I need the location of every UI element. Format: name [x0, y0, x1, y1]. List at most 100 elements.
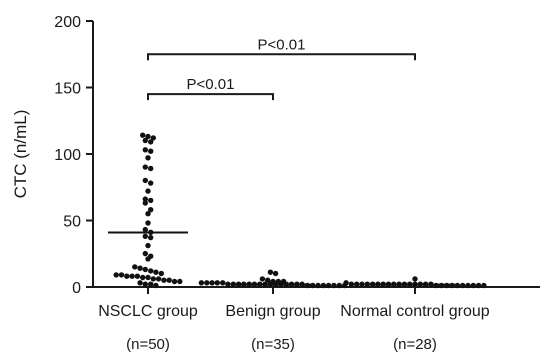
data-point: [142, 147, 148, 153]
data-point: [145, 220, 151, 226]
data-point: [369, 281, 376, 287]
mean-lines: [108, 231, 455, 286]
data-point: [220, 280, 226, 286]
data-point: [198, 280, 205, 286]
data-point: [320, 282, 327, 289]
data-point: [142, 266, 148, 273]
data-point: [454, 282, 461, 289]
data-point: [270, 278, 276, 285]
data-point: [113, 272, 119, 278]
data-point: [145, 188, 151, 194]
data-point: [331, 282, 337, 289]
data-point: [148, 139, 154, 145]
data-point: [129, 273, 135, 279]
data-point: [204, 280, 210, 286]
data-point: [148, 253, 154, 259]
data-point: [137, 280, 143, 286]
data-point: [148, 268, 154, 274]
data-point: [272, 270, 279, 277]
x-tick-label: Normal control group: [340, 303, 490, 320]
data-point: [142, 200, 148, 206]
data-point: [142, 250, 148, 257]
x-tick-label: NSCLC group: [98, 303, 198, 320]
significance-bracket: [147, 53, 416, 61]
data-point: [161, 277, 167, 283]
data-point: [148, 281, 154, 287]
data-point: [140, 132, 146, 138]
data-point: [214, 280, 220, 286]
data-point: [275, 278, 281, 285]
data-point: [145, 155, 151, 161]
y-tick-label: 150: [54, 81, 81, 98]
data-points: [113, 132, 487, 289]
data-point: [280, 278, 287, 285]
significance-annotations: P<0.01 P<0.01: [147, 36, 416, 101]
data-point: [142, 233, 148, 239]
data-point: [137, 265, 143, 271]
data-point: [145, 274, 151, 281]
data-point: [148, 234, 154, 241]
data-point: [148, 207, 154, 213]
data-point: [134, 273, 141, 279]
group-count-label: (n=28): [393, 336, 437, 352]
data-point: [118, 272, 125, 278]
data-point: [412, 276, 418, 282]
data-point: [325, 282, 332, 289]
axes: 0 50 100 150 200 NSCLC group (n=50) Benign grou…: [54, 14, 540, 352]
data-point: [475, 282, 482, 289]
data-point: [148, 180, 154, 186]
data-point: [153, 269, 159, 275]
data-point: [359, 281, 365, 287]
data-point: [142, 281, 148, 287]
data-point: [470, 282, 476, 289]
data-point: [132, 264, 138, 270]
p-value-label: P<0.01: [258, 36, 306, 53]
data-point: [343, 280, 349, 286]
data-point: [481, 282, 487, 289]
data-point: [171, 278, 178, 285]
data-point: [153, 282, 159, 289]
data-point: [259, 276, 266, 282]
data-point: [177, 278, 183, 285]
data-point: [155, 276, 162, 282]
y-tick-label: 100: [54, 147, 81, 164]
data-point: [142, 226, 148, 233]
data-point: [267, 269, 274, 275]
data-point: [142, 196, 148, 202]
x-tick-label: Benign group: [225, 303, 320, 320]
data-point: [158, 270, 164, 277]
data-point: [209, 280, 215, 286]
y-tick-label: 0: [72, 280, 81, 297]
group-count-label: (n=35): [251, 336, 295, 352]
p-value-label: P<0.01: [187, 76, 235, 93]
data-point: [348, 281, 355, 287]
data-point: [150, 276, 156, 282]
data-point: [364, 281, 370, 287]
data-point: [142, 177, 148, 184]
data-point: [354, 281, 360, 287]
data-point: [140, 274, 146, 281]
data-point: [148, 148, 154, 154]
significance-bracket: [147, 93, 274, 101]
data-point: [460, 282, 466, 289]
data-point: [142, 137, 148, 144]
data-point: [336, 282, 342, 289]
group-count-label: (n=50): [126, 336, 170, 352]
data-point: [465, 282, 471, 289]
data-point: [315, 282, 321, 289]
data-point: [145, 211, 151, 217]
y-tick-label: 50: [63, 214, 81, 231]
y-axis-label: CTC (n/mL): [11, 110, 30, 199]
data-point: [148, 165, 154, 172]
data-point: [166, 277, 172, 283]
data-point: [148, 197, 154, 204]
data-point: [142, 164, 148, 170]
data-point: [150, 135, 156, 141]
data-point: [265, 277, 271, 283]
data-point: [225, 281, 231, 287]
data-point: [124, 273, 130, 279]
y-tick-label: 200: [54, 14, 81, 31]
data-point: [145, 133, 151, 140]
data-point: [145, 242, 151, 249]
